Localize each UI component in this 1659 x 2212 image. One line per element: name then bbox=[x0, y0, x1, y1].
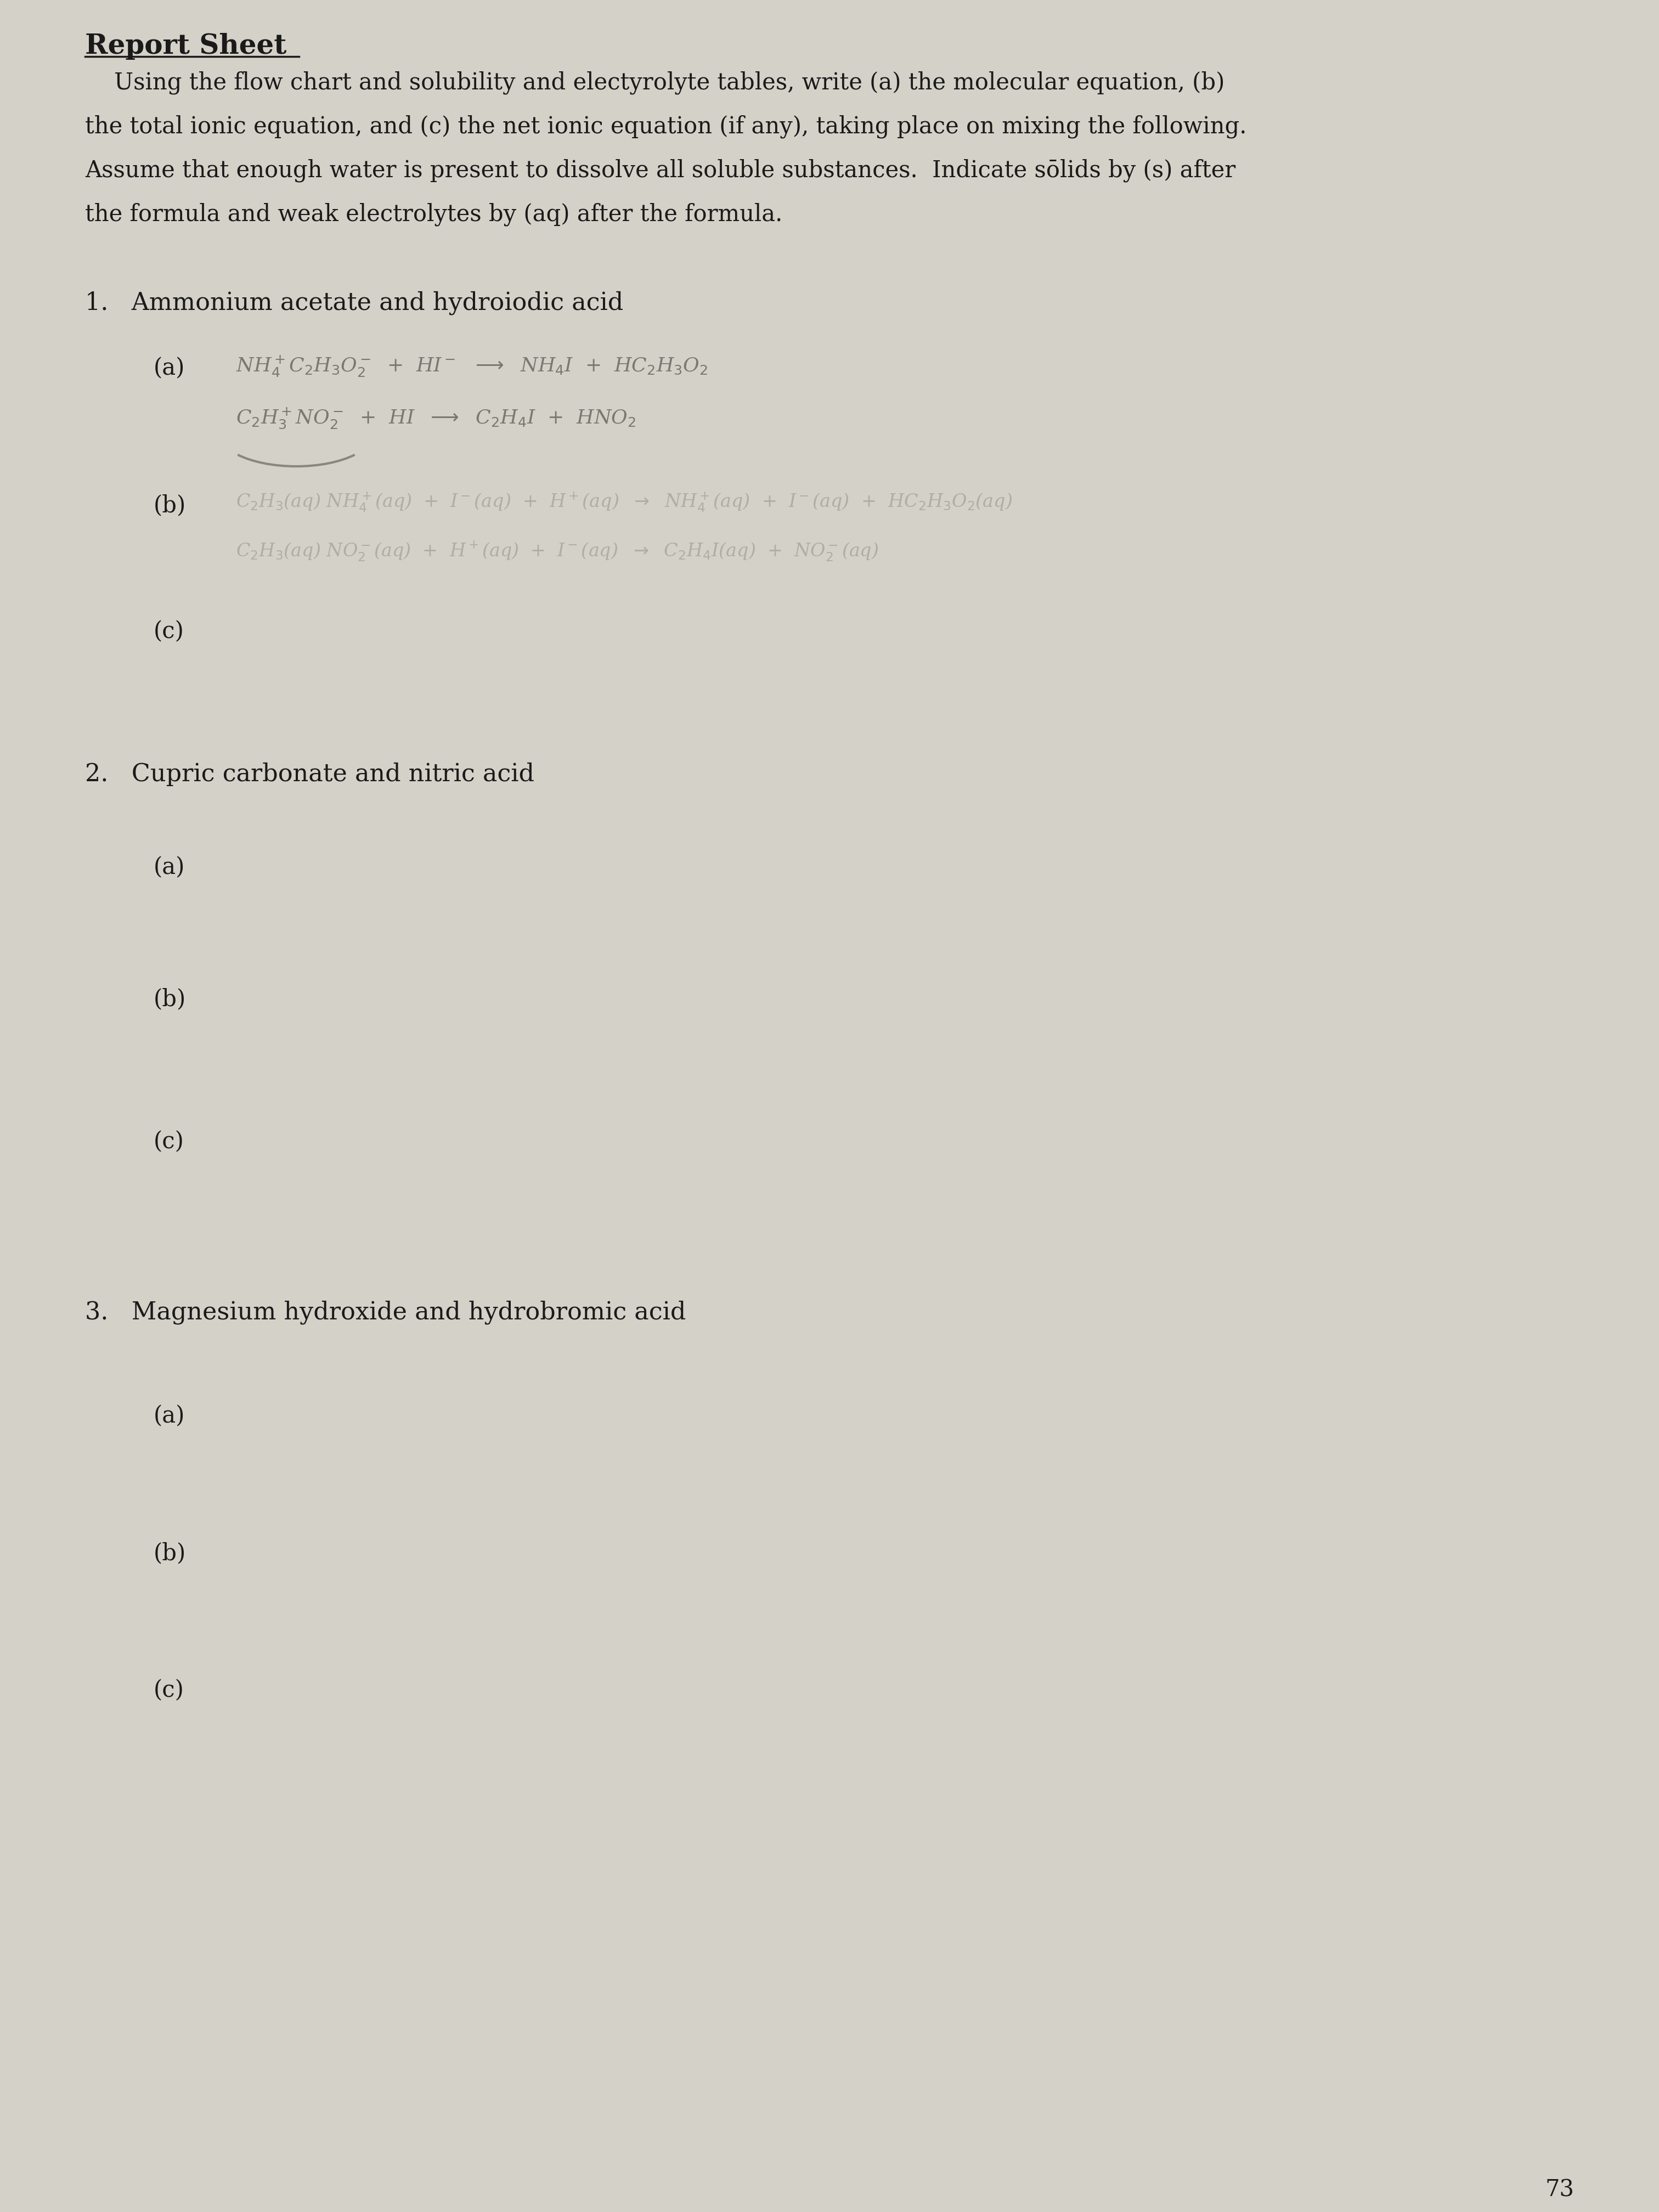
Text: the total ionic equation, and (c) the net ionic equation (if any), taking place : the total ionic equation, and (c) the ne… bbox=[85, 115, 1246, 139]
Text: NH$_4^+$C$_2$H$_3$O$_2^-$  +  HI$^-$  $\longrightarrow$  NH$_4$I  +  HC$_2$H$_3$: NH$_4^+$C$_2$H$_3$O$_2^-$ + HI$^-$ $\lon… bbox=[236, 354, 708, 378]
Text: (c): (c) bbox=[154, 1130, 184, 1152]
Text: C$_2$H$_3^+$NO$_2^-$  +  HI  $\longrightarrow$  C$_2$H$_4$I  +  HNO$_2$: C$_2$H$_3^+$NO$_2^-$ + HI $\longrightarr… bbox=[236, 407, 635, 429]
Text: (b): (b) bbox=[154, 493, 186, 518]
Text: the formula and weak electrolytes by (aq) after the formula.: the formula and weak electrolytes by (aq… bbox=[85, 204, 783, 226]
Text: 2.   Cupric carbonate and nitric acid: 2. Cupric carbonate and nitric acid bbox=[85, 763, 534, 785]
Text: (a): (a) bbox=[154, 856, 186, 878]
Text: (c): (c) bbox=[154, 619, 184, 644]
Text: Assume that enough water is present to dissolve all soluble substances.  Indicat: Assume that enough water is present to d… bbox=[85, 159, 1236, 181]
Text: (a): (a) bbox=[154, 1405, 186, 1427]
Text: Using the flow chart and solubility and electyrolyte tables, write (a) the molec: Using the flow chart and solubility and … bbox=[85, 71, 1224, 95]
Text: (c): (c) bbox=[154, 1679, 184, 1701]
Text: (b): (b) bbox=[154, 987, 186, 1011]
Text: 73: 73 bbox=[1546, 2179, 1574, 2201]
Text: C$_2$H$_3$(aq) NO$_2^-$(aq)  +  H$^+$(aq)  +  I$^-$(aq)  $\rightarrow$  C$_2$H$_: C$_2$H$_3$(aq) NO$_2^-$(aq) + H$^+$(aq) … bbox=[236, 540, 879, 564]
Text: (b): (b) bbox=[154, 1542, 186, 1564]
Text: 1.   Ammonium acetate and hydroiodic acid: 1. Ammonium acetate and hydroiodic acid bbox=[85, 290, 624, 314]
Text: C$_2$H$_3$(aq) NH$_4^+$(aq)  +  I$^-$(aq)  +  H$^+$(aq)  $\rightarrow$  NH$_4^+$: C$_2$H$_3$(aq) NH$_4^+$(aq) + I$^-$(aq) … bbox=[236, 491, 1012, 513]
Text: Report Sheet: Report Sheet bbox=[85, 33, 287, 60]
Text: 3.   Magnesium hydroxide and hydrobromic acid: 3. Magnesium hydroxide and hydrobromic a… bbox=[85, 1301, 685, 1325]
Text: (a): (a) bbox=[154, 356, 186, 380]
